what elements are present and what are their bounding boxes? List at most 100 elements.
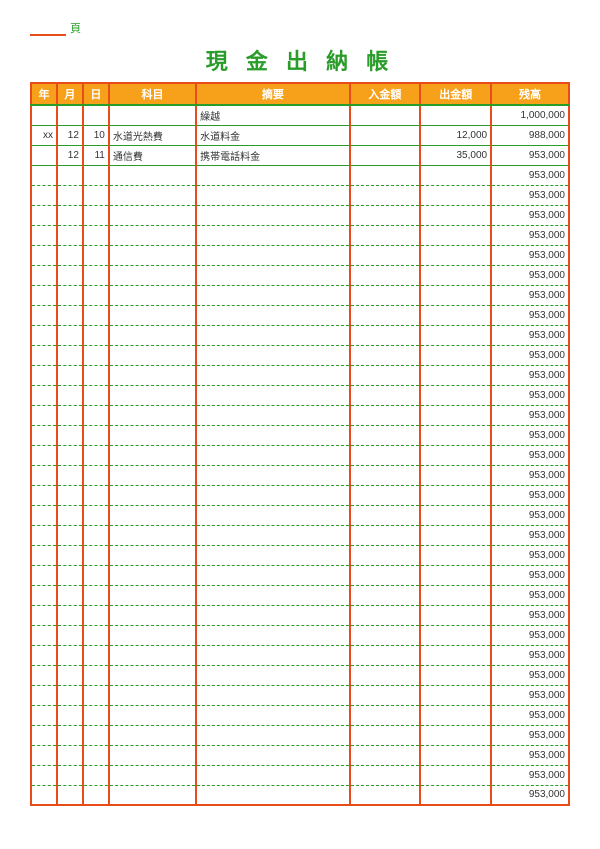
cell-year — [31, 385, 57, 405]
cell-description — [196, 545, 349, 565]
cell-description — [196, 765, 349, 785]
table-row: 953,000 — [31, 765, 569, 785]
cell-balance: 953,000 — [491, 605, 569, 625]
cell-income — [350, 285, 421, 305]
cell-category: 通信費 — [109, 145, 196, 165]
cell-month — [57, 345, 83, 365]
table-row: 953,000 — [31, 385, 569, 405]
cell-description — [196, 785, 349, 805]
cell-description — [196, 485, 349, 505]
cell-balance: 953,000 — [491, 445, 569, 465]
cell-day — [83, 605, 109, 625]
cell-category — [109, 225, 196, 245]
cell-month — [57, 225, 83, 245]
cell-balance: 953,000 — [491, 465, 569, 485]
cell-month — [57, 585, 83, 605]
col-day: 日 — [83, 83, 109, 105]
cell-year — [31, 225, 57, 245]
cell-category — [109, 185, 196, 205]
cell-income — [350, 545, 421, 565]
cell-year — [31, 405, 57, 425]
cell-description — [196, 585, 349, 605]
cell-month — [57, 785, 83, 805]
cell-day — [83, 245, 109, 265]
cell-balance: 953,000 — [491, 505, 569, 525]
cell-category — [109, 745, 196, 765]
cell-day — [83, 465, 109, 485]
cell-year — [31, 685, 57, 705]
cell-expense — [420, 105, 491, 125]
cell-description — [196, 645, 349, 665]
cell-income — [350, 725, 421, 745]
cell-expense — [420, 665, 491, 685]
cell-expense — [420, 485, 491, 505]
table-row: 953,000 — [31, 245, 569, 265]
cell-expense — [420, 685, 491, 705]
cell-balance: 953,000 — [491, 765, 569, 785]
cell-income — [350, 345, 421, 365]
table-row: 953,000 — [31, 645, 569, 665]
cell-category — [109, 325, 196, 345]
cell-month — [57, 765, 83, 785]
cell-balance: 953,000 — [491, 545, 569, 565]
cell-category — [109, 245, 196, 265]
cell-year — [31, 445, 57, 465]
cell-balance: 953,000 — [491, 685, 569, 705]
cell-category — [109, 785, 196, 805]
cell-description — [196, 325, 349, 345]
cell-month — [57, 385, 83, 405]
cell-expense — [420, 605, 491, 625]
cell-income — [350, 325, 421, 345]
cell-income — [350, 505, 421, 525]
cell-category — [109, 505, 196, 525]
cell-income — [350, 605, 421, 625]
cell-description — [196, 465, 349, 485]
cell-month — [57, 265, 83, 285]
cell-month — [57, 685, 83, 705]
cell-income — [350, 145, 421, 165]
cell-description — [196, 625, 349, 645]
cell-balance: 953,000 — [491, 145, 569, 165]
cell-income — [350, 125, 421, 145]
cell-day — [83, 765, 109, 785]
cell-balance: 953,000 — [491, 185, 569, 205]
ledger-body: 繰越1,000,000xx1210水道光熱費水道料金12,000988,0001… — [31, 105, 569, 805]
page-label: 頁 — [70, 20, 81, 36]
cell-expense — [420, 585, 491, 605]
cell-month — [57, 365, 83, 385]
cell-month — [57, 505, 83, 525]
cell-day — [83, 345, 109, 365]
cell-month — [57, 105, 83, 125]
cell-day — [83, 505, 109, 525]
cell-day — [83, 745, 109, 765]
col-expense: 出金額 — [420, 83, 491, 105]
cell-day — [83, 305, 109, 325]
table-row: 953,000 — [31, 345, 569, 365]
cell-expense — [420, 705, 491, 725]
cell-description — [196, 345, 349, 365]
cell-category — [109, 545, 196, 565]
cell-year — [31, 645, 57, 665]
cell-year — [31, 545, 57, 565]
cell-category — [109, 305, 196, 325]
col-category: 科目 — [109, 83, 196, 105]
cell-description — [196, 505, 349, 525]
col-balance: 残高 — [491, 83, 569, 105]
cell-month — [57, 665, 83, 685]
cell-description — [196, 685, 349, 705]
cell-year — [31, 285, 57, 305]
cell-income — [350, 205, 421, 225]
cell-expense — [420, 205, 491, 225]
cell-day: 11 — [83, 145, 109, 165]
cell-description — [196, 425, 349, 445]
cell-description — [196, 665, 349, 685]
cell-balance: 953,000 — [491, 565, 569, 585]
cell-income — [350, 765, 421, 785]
cell-income — [350, 745, 421, 765]
cell-income — [350, 165, 421, 185]
cell-year — [31, 665, 57, 685]
cell-category — [109, 445, 196, 465]
cell-income — [350, 245, 421, 265]
cell-year — [31, 265, 57, 285]
cell-year — [31, 245, 57, 265]
